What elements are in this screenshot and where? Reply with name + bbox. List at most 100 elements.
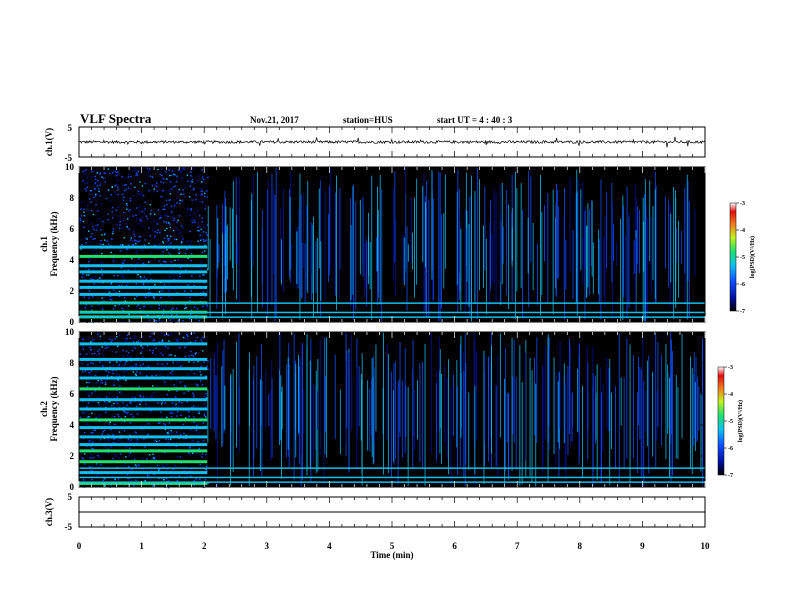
spectro-cell <box>126 285 128 287</box>
spectro-cell <box>199 238 201 240</box>
spectro-cell <box>143 438 145 440</box>
spectro-cell <box>90 209 93 212</box>
station-label: station=HUS <box>343 115 393 125</box>
spectro-cell <box>185 307 187 309</box>
spectro-cell <box>105 379 107 381</box>
spectro-cell <box>179 202 181 205</box>
spectro-cell <box>84 173 86 175</box>
spectro-streak <box>232 180 234 291</box>
spectro-cell <box>154 320 157 322</box>
spectro-cell <box>94 276 97 279</box>
spectro-cell <box>203 195 206 197</box>
spectro-cell <box>169 199 172 201</box>
spectro-cell <box>99 406 101 409</box>
spectro-cell <box>123 196 125 198</box>
spectro-band <box>79 426 208 430</box>
spectro-cell <box>169 226 172 229</box>
spectro-cell <box>191 178 194 181</box>
spectro-streak <box>555 372 557 465</box>
ch1-waveform-panel: 5 -5 ch.1(V) <box>44 123 706 163</box>
spectro-streak <box>456 360 458 448</box>
spectro-cell <box>195 194 197 196</box>
spectro-streak <box>495 385 497 467</box>
spectro-cell <box>142 363 144 365</box>
spectro-cell <box>112 475 114 478</box>
start-time-label: start UT = 4 : 40 : 3 <box>437 115 513 125</box>
spectro-cell <box>137 340 140 342</box>
spectro-cell <box>180 272 182 275</box>
spectro-cell <box>139 464 141 466</box>
spectro-cell <box>111 238 114 241</box>
ch1-colorbar: -3-4-5-6-7 log(PSD)(V²/Hz) <box>729 201 756 315</box>
spectro-cell <box>88 261 90 263</box>
spectro-cell <box>140 400 142 402</box>
spectro-streak <box>649 180 651 262</box>
spectro-cell <box>181 177 183 180</box>
spectro-cell <box>105 396 108 398</box>
spectro-cell <box>85 241 87 244</box>
spectro-cell <box>110 428 112 431</box>
ch2-spectrogram-ticks <box>78 331 706 488</box>
spectro-cell <box>123 277 125 279</box>
spectro-cell <box>137 190 140 193</box>
spectro-cell <box>184 417 187 419</box>
spectro-cell <box>166 227 168 230</box>
spectro-streak <box>439 172 441 322</box>
spectro-cell <box>123 177 125 179</box>
spectro-cell <box>95 204 97 206</box>
time-tick-1: 1 <box>139 541 144 551</box>
spectro-cell <box>106 240 108 242</box>
spectro-cell <box>160 305 163 307</box>
spectro-streak <box>307 180 309 293</box>
spectro-cell <box>171 412 173 414</box>
spectro-cell <box>110 251 112 254</box>
spectro-streak <box>634 184 636 285</box>
spectro-cell <box>84 370 86 372</box>
spectro-streak <box>261 380 263 477</box>
spectro-cell <box>153 339 155 341</box>
spectro-streak <box>315 240 317 293</box>
spectro-cell <box>92 441 94 443</box>
spectro-cell <box>188 411 190 413</box>
spectro-cell <box>86 423 88 426</box>
spectro-cell <box>95 382 98 384</box>
spectro-streak <box>290 172 292 285</box>
spectro-cell <box>158 317 161 320</box>
spectro-cell <box>147 366 150 368</box>
spectro-cell <box>88 274 90 276</box>
spectro-streak <box>298 354 299 433</box>
spectro-streak <box>647 219 648 321</box>
spectro-cell <box>83 208 85 210</box>
spectro-cell <box>176 221 178 223</box>
spectro-cell <box>90 439 92 441</box>
spectro-cell <box>164 229 166 232</box>
spectro-cell <box>187 180 189 182</box>
spectro-cell <box>148 405 150 408</box>
spectro-cell <box>144 480 146 482</box>
spectro-streak <box>443 213 445 289</box>
spectro-cell <box>98 190 100 193</box>
spectro-cell <box>111 350 114 353</box>
spectro-cell <box>92 238 95 240</box>
spectro-cell <box>198 412 200 415</box>
spectro-cell <box>137 464 140 466</box>
spectro-streak <box>271 378 273 458</box>
spectro-cell <box>183 470 185 472</box>
spectro-cell <box>170 314 173 316</box>
spectro-streak <box>559 372 560 449</box>
spectro-streak <box>375 344 377 432</box>
spectro-cell <box>163 178 165 180</box>
spectro-cell <box>125 203 128 205</box>
spectro-cell <box>92 385 95 387</box>
spectro-cell <box>129 197 132 200</box>
spectro-cell <box>176 175 178 177</box>
spectro-cell <box>165 261 167 263</box>
spectro-cell <box>173 412 175 415</box>
spectro-cell <box>190 175 193 178</box>
spectro-streak <box>450 387 452 486</box>
spectro-cell <box>93 228 95 231</box>
spectro-cell <box>162 313 165 315</box>
spectro-streak <box>656 391 658 440</box>
spectro-cell <box>110 283 112 285</box>
spectro-cell <box>106 189 108 191</box>
